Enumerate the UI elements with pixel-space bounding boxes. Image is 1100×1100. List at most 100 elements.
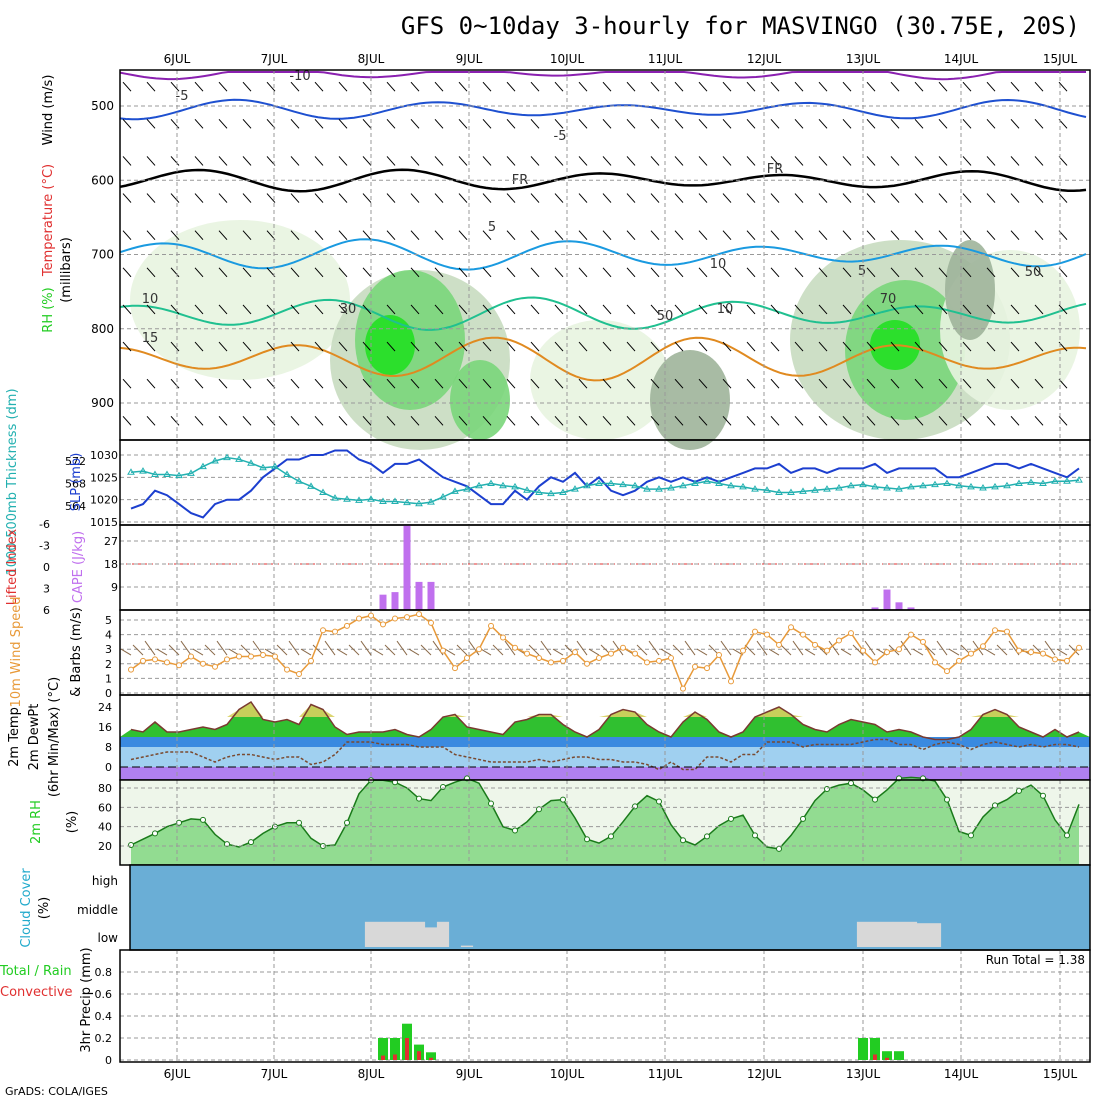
temp-area — [120, 702, 1090, 737]
rh-marker — [200, 816, 206, 823]
wind10m-ytick: 3 — [105, 643, 112, 656]
wind-barb — [218, 267, 228, 278]
wind-barb — [914, 341, 924, 352]
wind-barb — [698, 304, 708, 315]
wind10m-barb — [780, 644, 792, 656]
wind-barb — [890, 341, 900, 352]
thickness-marker — [451, 487, 459, 494]
thickness-ytick: 564 — [65, 500, 86, 513]
wind-barb — [674, 415, 684, 426]
wind-barb — [794, 118, 804, 129]
wind10m-marker — [344, 622, 350, 629]
wind-barb — [626, 415, 636, 426]
wind-barb — [314, 415, 324, 426]
wind-barb — [770, 378, 780, 389]
li-ylabel: Lifted Index — [5, 528, 20, 605]
wind10m-marker — [536, 654, 542, 661]
wind-barb — [314, 378, 324, 389]
wind-barb — [434, 267, 444, 278]
cloud-area — [130, 865, 1090, 950]
wind10m-ytick: 0 — [105, 687, 112, 700]
thickness-marker — [379, 497, 387, 504]
wind-barb — [578, 118, 588, 129]
temp-below-zero-band — [120, 767, 1090, 780]
wind-barb — [914, 378, 924, 389]
wind-barb — [146, 267, 156, 278]
wind-barb — [746, 267, 756, 278]
wind-barb — [242, 118, 252, 129]
rh2m-ylabel: (%) — [65, 811, 80, 834]
wind-barb — [986, 118, 996, 129]
wind-barb — [530, 415, 540, 426]
contour-label: 70 — [880, 292, 897, 307]
upper-air-ylabel: RH (%) — [41, 287, 56, 332]
wind10m-marker — [920, 638, 926, 645]
isotherm-10 — [119, 296, 1087, 331]
wind-barb — [290, 415, 300, 426]
slp-ytick: 1030 — [90, 449, 118, 462]
thickness-ylabel: 1000-500mb Thickness (dm) — [5, 388, 20, 575]
wind-barb — [506, 415, 516, 426]
wind-barb — [794, 81, 804, 92]
wind10m-marker — [416, 611, 422, 618]
wind-barb — [530, 193, 540, 203]
wind-barb — [1034, 415, 1044, 426]
wind-barb — [626, 118, 636, 129]
wind10m-marker — [980, 643, 986, 650]
rh-marker — [704, 833, 710, 840]
rh-marker — [632, 803, 638, 810]
rh-marker — [656, 798, 662, 805]
wind10m-marker — [668, 654, 674, 661]
rh2m-ytick: 40 — [98, 821, 112, 834]
wind-barb — [746, 415, 756, 426]
wind-barb — [674, 193, 684, 203]
li-ytick: -3 — [39, 540, 50, 553]
wind-barb — [218, 118, 228, 129]
wind-barb — [842, 118, 852, 129]
wind-barb — [770, 230, 780, 240]
wind10m-marker — [992, 627, 998, 634]
wind-barb — [434, 304, 444, 315]
wind-barb — [1034, 378, 1044, 389]
cape-bar — [883, 589, 891, 610]
wind-barb — [986, 81, 996, 92]
slp-ytick: 1015 — [90, 516, 118, 529]
wind-barb — [338, 118, 348, 129]
top-day-label: 9JUL — [456, 52, 483, 66]
panels: -10-5-5FRFR55101015301050705050060070080… — [0, 52, 1091, 1081]
wind-barb — [674, 304, 684, 315]
wind-barb — [554, 378, 564, 389]
wind-barb — [578, 415, 588, 426]
wind-barb — [386, 81, 396, 92]
rh-marker — [560, 796, 566, 803]
wind-barb — [674, 118, 684, 129]
wind10m-barb — [852, 644, 864, 656]
precip-total-bar — [390, 1038, 400, 1060]
wind-barb — [650, 304, 660, 315]
upper-air-ytick: 900 — [91, 396, 114, 410]
wind-barb — [290, 341, 300, 352]
thickness-marker — [1063, 477, 1071, 484]
thickness-marker — [1051, 477, 1059, 484]
cape-bar — [379, 594, 387, 610]
wind-barb — [170, 378, 180, 389]
wind10m-marker — [800, 631, 806, 638]
wind-barb — [986, 415, 996, 426]
cloud-low-bar — [400, 921, 414, 947]
rh-marker — [296, 819, 302, 826]
wind10m-barb — [576, 640, 588, 656]
wind-barb — [362, 415, 372, 426]
wind10m-marker — [164, 659, 170, 666]
wind10m-barb — [456, 644, 468, 656]
li-ytick: 6 — [43, 604, 50, 617]
wind-barb — [146, 378, 156, 389]
wind-barb — [722, 81, 732, 92]
wind-barb — [530, 230, 540, 240]
wind10m-barb — [684, 640, 696, 656]
thickness-marker — [427, 498, 435, 505]
li-ytick: -6 — [39, 518, 50, 531]
wind-barb — [554, 230, 564, 240]
wind-barb — [482, 267, 492, 278]
wind-barb — [554, 341, 564, 352]
wind10m-marker — [176, 662, 182, 669]
